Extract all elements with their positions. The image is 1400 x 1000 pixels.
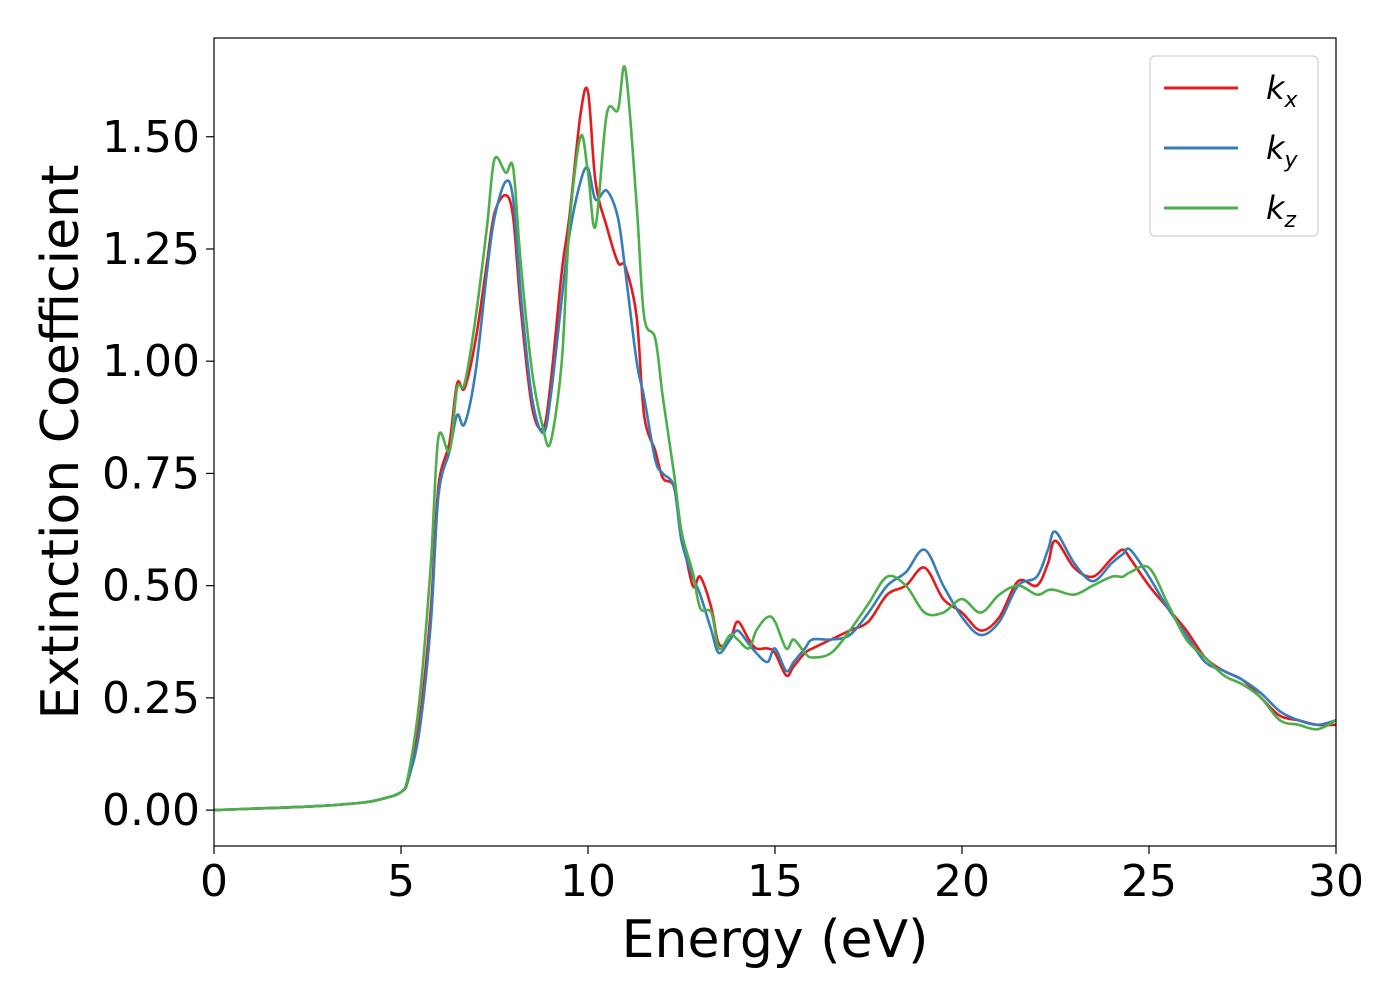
x-tick-label: 5 — [387, 856, 415, 907]
legend-box — [1149, 55, 1319, 237]
series-group — [214, 65, 1336, 812]
x-tick-label: 15 — [747, 856, 803, 907]
y-axis-label: Extinction Coefficient — [31, 165, 91, 720]
x-tick-label: 20 — [934, 856, 990, 907]
y-tick-label: 1.25 — [102, 224, 200, 275]
x-tick-label: 30 — [1308, 856, 1364, 907]
y-axis: 0.00 0.25 0.50 0.75 1.00 1.25 1.50 — [102, 112, 214, 836]
x-tick-label: 0 — [200, 856, 228, 907]
series-line-ky — [214, 166, 1336, 812]
y-tick-label: 0.75 — [102, 448, 200, 499]
x-tick-label: 25 — [1121, 856, 1177, 907]
x-tick-label: 10 — [560, 856, 616, 907]
y-tick-label: 1.00 — [102, 336, 200, 387]
x-axis-label: Energy (eV) — [622, 910, 929, 970]
x-axis: 0 5 10 15 20 25 30 — [200, 846, 1364, 907]
series-line-kz — [214, 65, 1336, 812]
y-tick-label: 1.50 — [102, 112, 200, 163]
y-tick-label: 0.25 — [102, 673, 200, 724]
plot-area — [214, 38, 1336, 846]
y-tick-label: 0.00 — [102, 785, 200, 836]
y-tick-label: 0.50 — [102, 561, 200, 612]
series-line-kx — [214, 86, 1336, 812]
